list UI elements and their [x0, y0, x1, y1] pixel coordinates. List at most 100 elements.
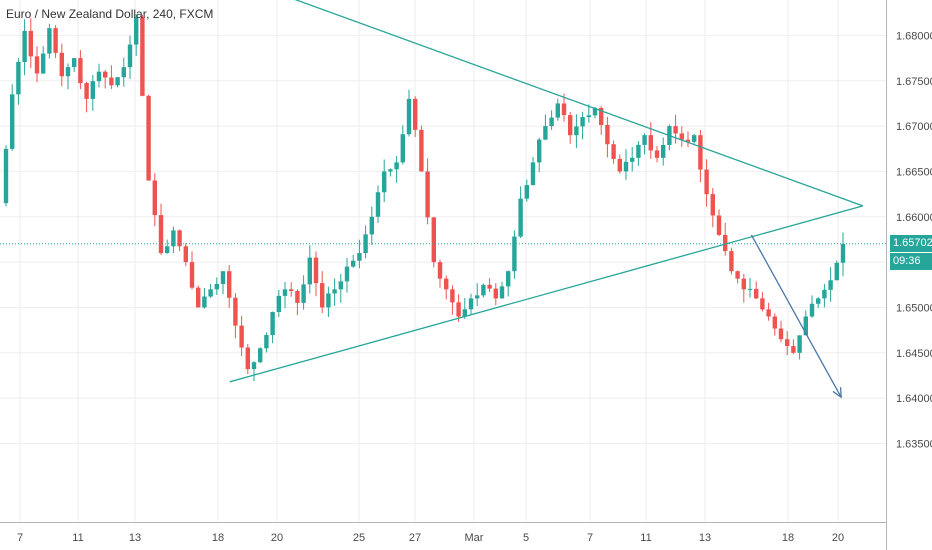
candle-body [444, 278, 449, 290]
candle-body [425, 171, 430, 218]
candle-body [592, 107, 598, 116]
candle-body [574, 126, 579, 136]
candle-body [307, 257, 312, 285]
candle-body [661, 144, 666, 158]
candle-body [22, 30, 27, 62]
candle-body [59, 52, 64, 77]
candle-body [530, 162, 536, 186]
candle-body [34, 56, 40, 74]
candle-body [437, 262, 443, 279]
x-tick-label: 18 [782, 532, 794, 544]
candle-body [450, 289, 455, 303]
candle-body [747, 288, 753, 290]
candle-body [475, 295, 480, 299]
candle-body [276, 295, 281, 312]
candle-body [537, 139, 542, 163]
candle-body [636, 144, 641, 158]
y-tick-label: 1.66500 [896, 166, 932, 178]
candle-body [611, 144, 616, 159]
candle-body [599, 107, 604, 125]
candle-body [16, 61, 21, 95]
candle-body [295, 291, 300, 303]
candle-body [840, 243, 846, 263]
candle-body [289, 289, 294, 292]
candle-body [462, 309, 467, 317]
current-price-label: 1.65702 [890, 235, 932, 253]
candle-body [344, 266, 350, 282]
y-tick-label: 1.65000 [896, 302, 932, 314]
x-tick-label: 7 [587, 532, 593, 544]
candle-body [10, 94, 15, 149]
x-tick-label: 11 [640, 532, 651, 544]
candle-body [183, 246, 188, 263]
candle-body [90, 81, 95, 99]
candle-body [388, 169, 393, 172]
trend-lines [0, 0, 886, 399]
candle-body [648, 135, 653, 151]
candle-body [65, 67, 71, 77]
candle-body [723, 234, 728, 252]
candle-body [822, 289, 827, 299]
y-tick-label: 1.66000 [896, 212, 932, 224]
candle-body [468, 298, 474, 310]
candle-body [586, 115, 591, 118]
candle-body [778, 328, 784, 340]
candle-body [121, 67, 126, 78]
candle-body [400, 134, 405, 163]
candle-body [512, 236, 517, 272]
candle-body [685, 139, 691, 142]
candle-body [375, 192, 381, 217]
candle-body [716, 215, 722, 235]
candle-body [499, 286, 505, 299]
candle-body [623, 161, 629, 172]
candle-body [245, 347, 250, 370]
candle-body [251, 362, 257, 370]
x-tick-label: 25 [353, 532, 365, 544]
candle-body [326, 293, 331, 308]
triangle-trend-line [294, 0, 864, 207]
candle-body [710, 194, 715, 216]
candle-body [313, 257, 319, 284]
candle-body [518, 198, 523, 237]
candle-body [233, 297, 238, 326]
candle-body [431, 217, 436, 263]
candle-body [654, 150, 660, 158]
candle-body [369, 216, 374, 235]
y-tick-label: 1.63500 [896, 438, 932, 450]
x-tick-label: 20 [271, 532, 283, 544]
candle-body [524, 185, 529, 199]
candle-body [791, 346, 796, 353]
candle-body [729, 251, 734, 272]
x-tick-label: 11 [72, 532, 83, 544]
candle-body [741, 278, 746, 290]
x-tick-label: 20 [832, 532, 844, 544]
candle-body [580, 117, 585, 127]
x-tick-label: Mar [465, 532, 484, 544]
candle-body [53, 28, 58, 53]
candle-body [692, 135, 697, 142]
projection-arrow-head [832, 387, 842, 399]
candle-body [834, 262, 839, 281]
candle-body [766, 309, 771, 317]
candle-body [158, 215, 164, 254]
candle-body [134, 17, 139, 45]
candle-body [487, 284, 492, 289]
candle-body [493, 288, 498, 299]
candle-body [41, 53, 46, 74]
candle-body [413, 98, 418, 130]
candle-body [227, 271, 232, 298]
candle-body [84, 83, 89, 99]
candle-body [208, 289, 213, 297]
candle-body [419, 129, 424, 172]
candle-body [543, 126, 548, 140]
candles [3, 14, 846, 382]
candle-body [196, 287, 201, 308]
candle-body [772, 316, 777, 329]
candle-body [630, 157, 635, 162]
x-tick-label: 13 [699, 532, 711, 544]
x-tick-label: 7 [17, 532, 23, 544]
chart-title: Euro / New Zealand Dollar, 240, FXCM [6, 7, 214, 21]
